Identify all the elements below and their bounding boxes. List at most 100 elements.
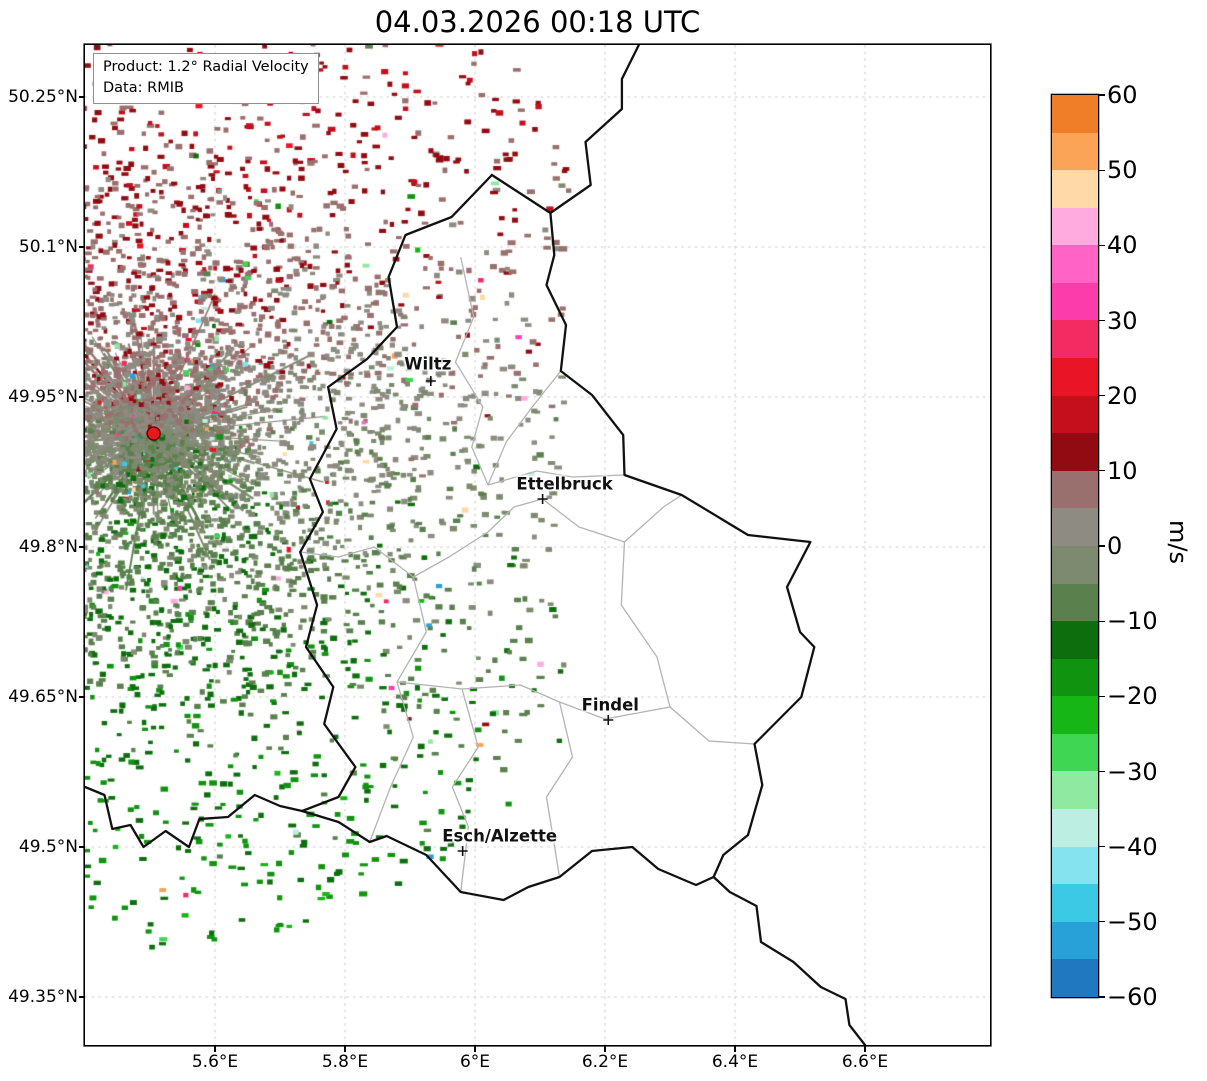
colorbar-tick-label: 20 xyxy=(1107,381,1138,410)
colorbar-tick-label: 50 xyxy=(1107,156,1138,185)
lon-tick-label: 6°E xyxy=(459,1052,491,1072)
colorbar-band xyxy=(1052,959,1098,997)
colorbar-band xyxy=(1052,433,1098,471)
product-label: Product: 1.2° Radial Velocity xyxy=(103,59,309,75)
colorbar-tick-label: 10 xyxy=(1107,456,1138,485)
colorbar-tick-mark xyxy=(1099,470,1105,472)
colorbar-tick-mark xyxy=(1099,921,1105,923)
colorbar-band xyxy=(1052,846,1098,885)
lat-tick-mark xyxy=(78,246,85,248)
colorbar-tick-label: −10 xyxy=(1107,607,1158,636)
district-border xyxy=(542,494,683,543)
lon-tick-mark xyxy=(344,1045,346,1052)
district-border xyxy=(620,541,755,745)
city-label: Esch/Alzette xyxy=(442,826,558,846)
lon-tick-label: 6.4°E xyxy=(711,1052,759,1072)
lon-tick-label: 6.6°E xyxy=(841,1052,889,1072)
colorbar-tick-mark xyxy=(1099,996,1105,998)
lon-tick-label: 6.2°E xyxy=(581,1052,629,1072)
lat-tick-label: 49.65°N xyxy=(8,687,78,707)
country-border xyxy=(490,173,816,879)
colorbar-tick-label: 0 xyxy=(1107,532,1123,560)
lat-tick-label: 49.8°N xyxy=(18,537,78,557)
lat-tick-mark xyxy=(78,696,85,698)
colorbar xyxy=(1052,95,1098,997)
lat-tick-mark xyxy=(78,396,85,398)
lat-tick-mark xyxy=(78,96,85,98)
district-border xyxy=(300,498,543,578)
colorbar-tick-mark xyxy=(1099,94,1105,96)
colorbar-tick-mark xyxy=(1099,846,1105,848)
colorbar-tick-mark xyxy=(1099,319,1105,322)
map-borders-layer xyxy=(85,45,867,1045)
lon-tick-mark xyxy=(734,1045,736,1052)
city-marker xyxy=(603,715,614,725)
colorbar-band xyxy=(1052,658,1098,697)
colorbar-band xyxy=(1052,95,1098,133)
colorbar-tick-label: −30 xyxy=(1107,757,1158,786)
city-marker xyxy=(537,494,548,504)
colorbar-band xyxy=(1052,245,1098,283)
country-border xyxy=(549,45,640,215)
city-marker xyxy=(457,846,468,856)
lat-tick-mark xyxy=(78,846,85,848)
colorbar-tick-mark xyxy=(1099,620,1105,622)
colorbar-band xyxy=(1052,207,1098,246)
country-border xyxy=(299,173,494,813)
colorbar-band xyxy=(1052,771,1098,809)
map-plot: Product: 1.2° Radial Velocity Data: RMIB xyxy=(85,45,990,1045)
product-info-box: Product: 1.2° Radial Velocity Data: RMIB xyxy=(93,53,319,105)
lon-tick-mark xyxy=(474,1045,476,1052)
colorbar-band xyxy=(1052,358,1098,396)
colorbar-tick-mark xyxy=(1099,395,1105,397)
colorbar-band xyxy=(1052,921,1098,960)
colorbar-band xyxy=(1052,395,1098,434)
colorbar-tick-mark xyxy=(1099,244,1105,246)
city-label: Ettelbruck xyxy=(516,474,613,494)
lon-tick-label: 5.6°E xyxy=(191,1052,239,1072)
district-border xyxy=(451,688,479,893)
colorbar-band xyxy=(1052,884,1098,922)
colorbar-tick-mark xyxy=(1099,545,1105,547)
country-border xyxy=(300,809,715,902)
colorbar-tick-label: −60 xyxy=(1107,983,1158,1011)
district-border xyxy=(454,256,489,486)
colorbar-band xyxy=(1052,733,1098,772)
colorbar-band xyxy=(1052,808,1098,847)
district-border xyxy=(487,470,625,486)
lon-tick-mark xyxy=(864,1045,866,1052)
colorbar-tick-mark xyxy=(1099,770,1105,773)
colorbar-band xyxy=(1052,470,1098,509)
lat-tick-label: 49.35°N xyxy=(8,987,78,1007)
lat-tick-mark xyxy=(78,996,85,998)
colorbar-band xyxy=(1052,545,1098,584)
colorbar-tick-label: −20 xyxy=(1107,682,1158,711)
colorbar-tick-mark xyxy=(1099,169,1105,171)
city-label: Findel xyxy=(581,695,639,715)
colorbar-tick-label: −40 xyxy=(1107,832,1158,861)
lat-tick-mark xyxy=(78,546,85,548)
lon-tick-label: 5.8°E xyxy=(321,1052,369,1072)
plot-title: 04.03.2026 00:18 UTC xyxy=(374,5,701,39)
radar-site-marker xyxy=(146,426,161,441)
colorbar-tick-label: 60 xyxy=(1107,81,1138,109)
district-border xyxy=(545,701,574,878)
colorbar-band xyxy=(1052,696,1098,734)
colorbar-tick-label: 30 xyxy=(1107,306,1138,335)
data-source-label: Data: RMIB xyxy=(103,80,184,97)
city-label: Wiltz xyxy=(404,354,452,374)
city-marker xyxy=(425,376,436,386)
colorbar-tick-label: 40 xyxy=(1107,231,1138,260)
lon-tick-mark xyxy=(214,1045,216,1052)
colorbar-band xyxy=(1052,621,1098,659)
lat-tick-label: 49.5°N xyxy=(18,837,78,857)
lat-tick-label: 50.1°N xyxy=(18,237,78,257)
colorbar-tick-mark xyxy=(1099,695,1105,697)
colorbar-band xyxy=(1052,320,1098,359)
colorbar-band xyxy=(1052,170,1098,208)
lat-tick-label: 49.95°N xyxy=(8,387,78,407)
country-border xyxy=(712,875,867,1045)
colorbar-band xyxy=(1052,132,1098,171)
country-border xyxy=(85,785,304,849)
